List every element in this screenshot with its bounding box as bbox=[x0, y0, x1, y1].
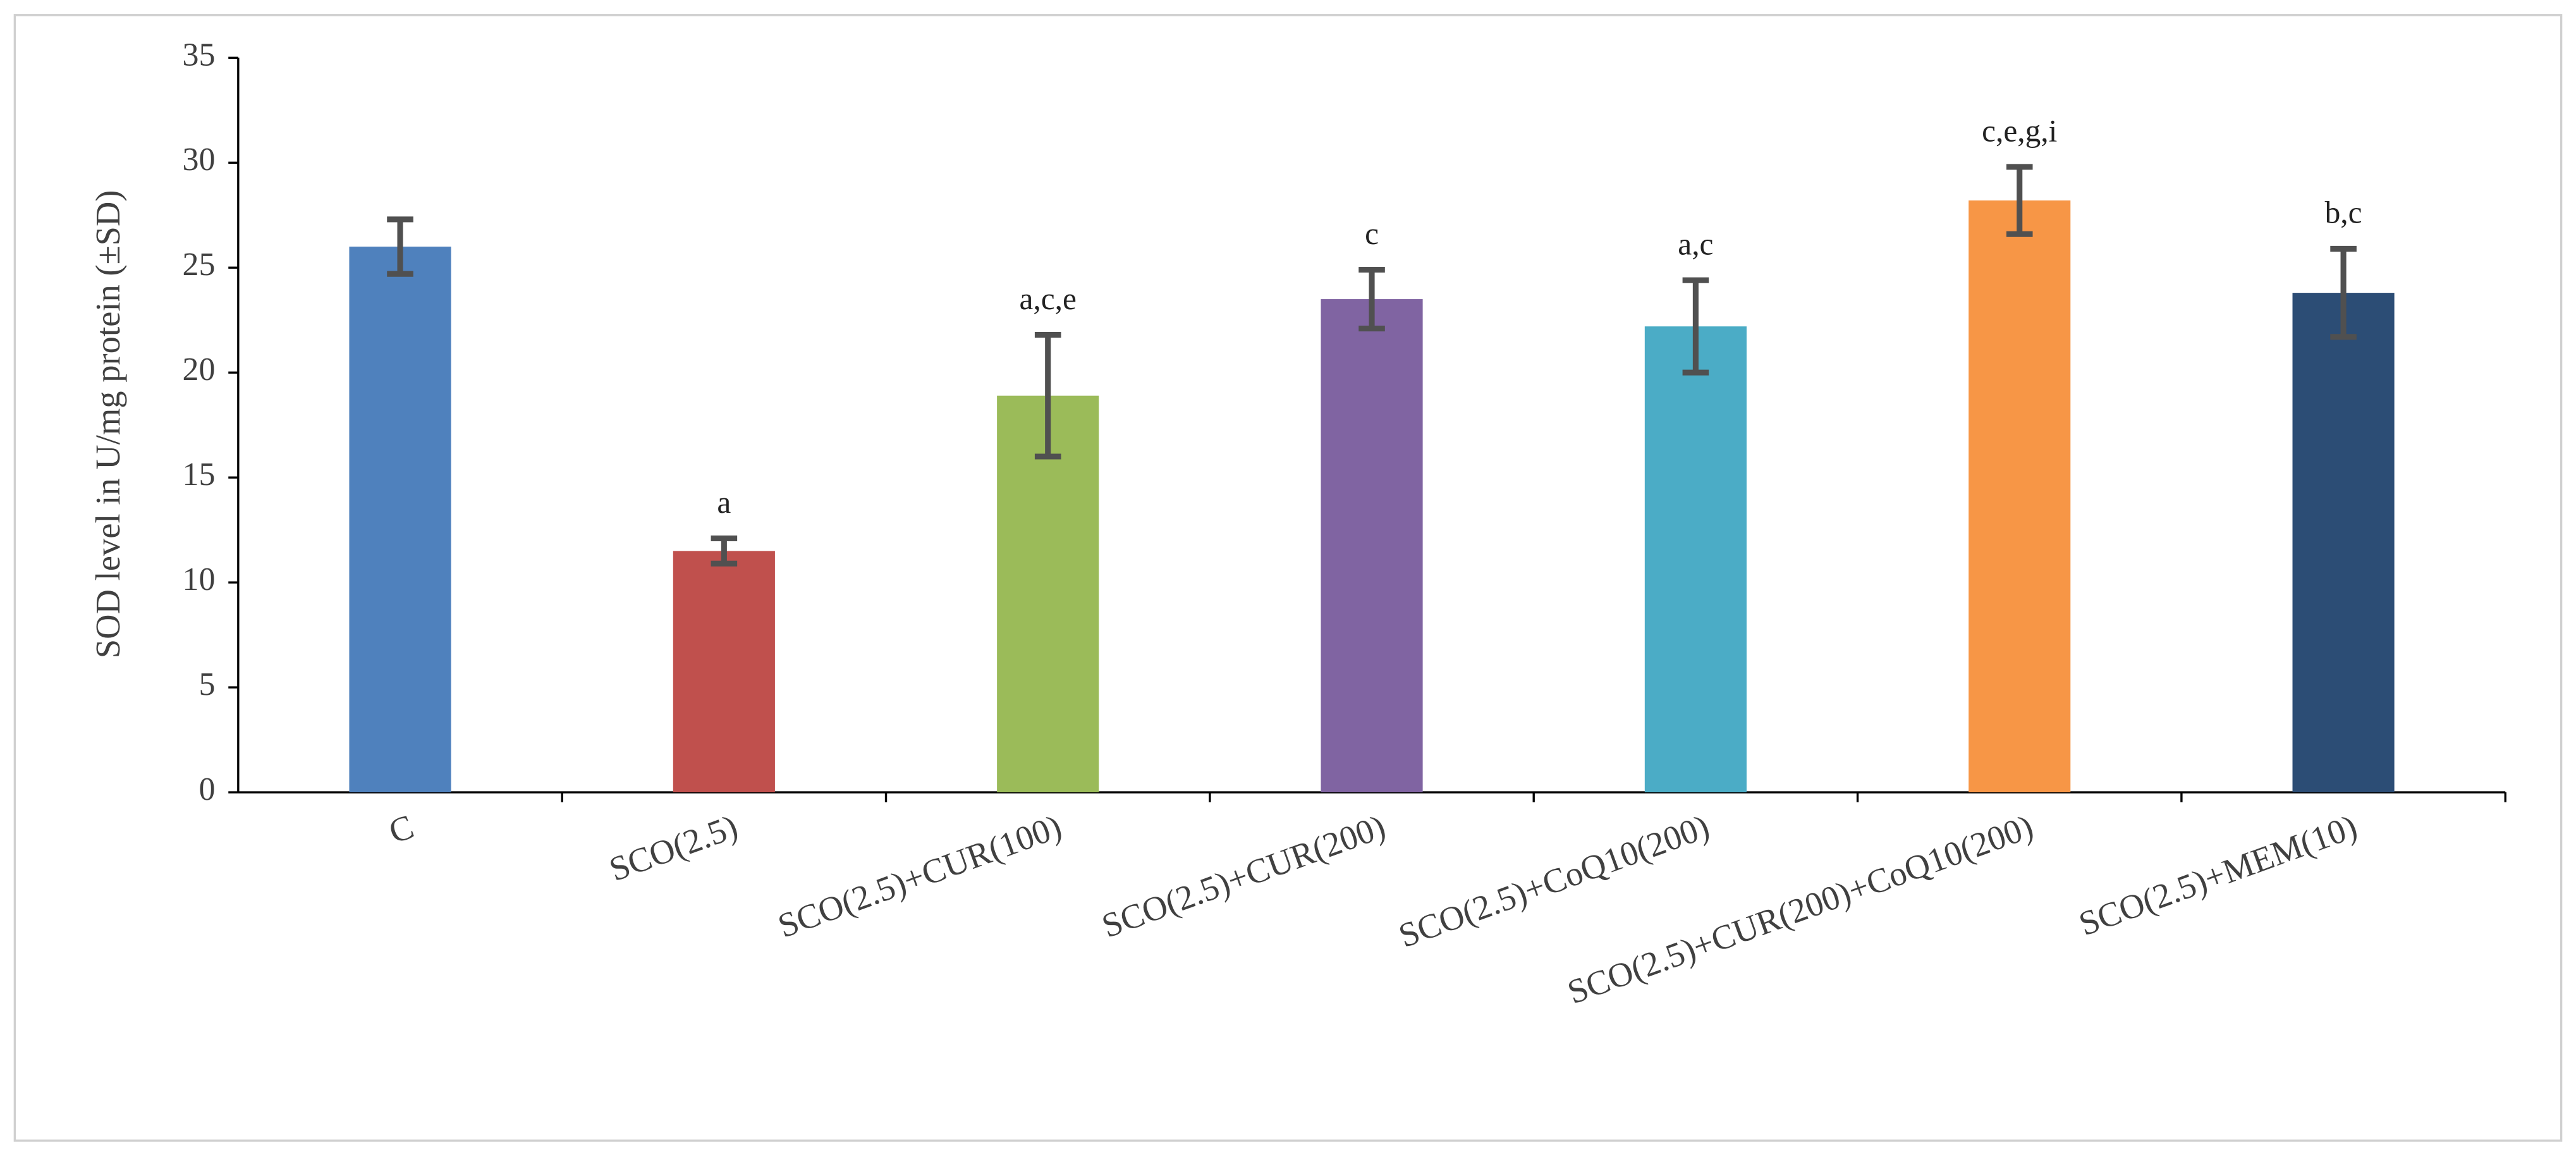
bar bbox=[1321, 299, 1423, 793]
significance-label: b,c bbox=[2325, 195, 2362, 230]
significance-label: a,c bbox=[1678, 227, 1713, 262]
y-tick-label: 30 bbox=[182, 142, 215, 178]
y-tick-label: 35 bbox=[182, 37, 215, 73]
y-tick-label: 20 bbox=[182, 352, 215, 388]
bar bbox=[1644, 326, 1747, 793]
error-bar bbox=[387, 216, 413, 277]
significance-label: c bbox=[1365, 216, 1379, 251]
y-axis-label: SOD level in U/mg protein (±SD) bbox=[89, 190, 127, 659]
error-bar bbox=[1358, 267, 1385, 332]
y-tick-label: 0 bbox=[198, 771, 215, 807]
error-bar bbox=[1034, 331, 1061, 460]
bar bbox=[2292, 293, 2395, 793]
bar bbox=[997, 395, 1099, 793]
significance-label: a bbox=[717, 485, 731, 520]
significance-label: a,c,e bbox=[1019, 281, 1076, 316]
significance-label: c,e,g,i bbox=[1982, 113, 2057, 148]
bar bbox=[1969, 200, 2071, 793]
y-tick-label: 25 bbox=[182, 247, 215, 283]
bar bbox=[349, 247, 451, 793]
y-tick-label: 15 bbox=[182, 457, 215, 493]
y-tick-label: 5 bbox=[198, 666, 215, 702]
error-bar bbox=[711, 535, 738, 567]
bar bbox=[673, 551, 775, 793]
error-bar bbox=[1682, 277, 1709, 376]
error-bar bbox=[2006, 164, 2033, 237]
y-tick-label: 10 bbox=[182, 561, 215, 598]
error-bar bbox=[2330, 245, 2357, 340]
